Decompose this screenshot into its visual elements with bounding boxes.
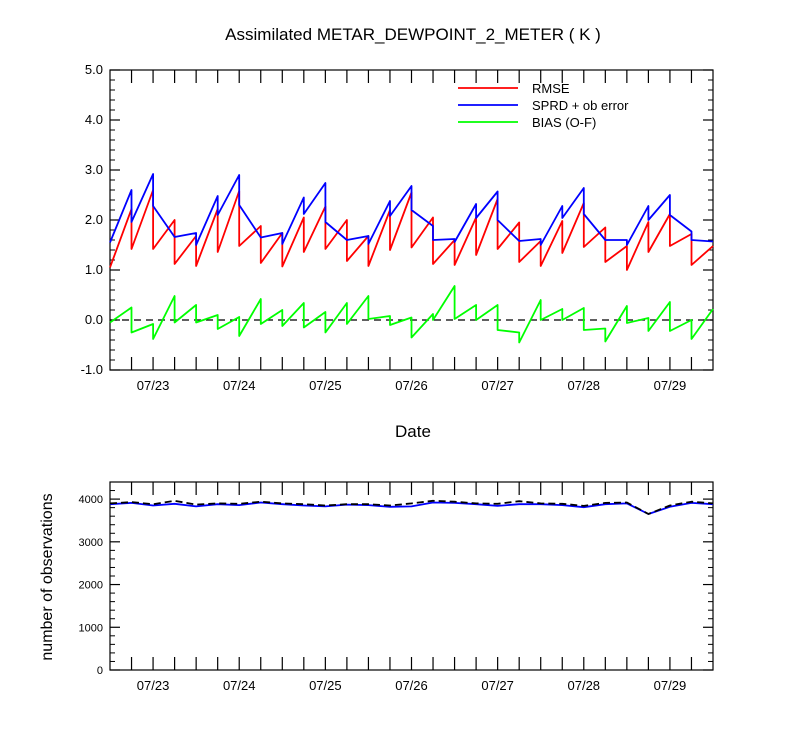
x-tick-label: 07/24 [223, 378, 256, 393]
x-tick-label: 07/25 [309, 378, 342, 393]
x-tick-label: 07/27 [481, 378, 514, 393]
x-tick-label: 07/24 [223, 678, 256, 693]
series-line-solid [109, 501, 714, 515]
x-tick-label: 07/29 [654, 378, 687, 393]
series-line-bias-o-f [109, 285, 714, 344]
x-tick-label: 07/23 [137, 378, 170, 393]
y-tick-label: 4000 [79, 494, 103, 506]
x-tick-label: 07/28 [568, 678, 601, 693]
y-tick-label: 5.0 [85, 62, 103, 77]
bottom-plot-area: 07/23 07/24 07/25 07/26 07/27 07/28 07/29 0 1000… [79, 481, 714, 693]
series-line-sprd-ob-error [109, 173, 714, 246]
x-tick-label: 07/26 [395, 678, 428, 693]
x-tick-label: 07/29 [654, 678, 687, 693]
legend-label: RMSE [532, 81, 570, 96]
series-line-dashed [109, 499, 714, 515]
y-tick-label: 2.0 [85, 212, 103, 227]
legend-label: BIAS (O-F) [532, 115, 596, 130]
x-axis-label: Date [395, 422, 431, 441]
plot-frame [109, 481, 714, 671]
x-tick-label: 07/28 [568, 378, 601, 393]
y-tick-label: 3000 [79, 537, 103, 549]
y-tick-label: 0.0 [85, 312, 103, 327]
series-line-rmse [109, 189, 714, 271]
x-tick-label: 07/25 [309, 678, 342, 693]
x-tick-label: 07/27 [481, 678, 514, 693]
y-tick-label: 4.0 [85, 112, 103, 127]
y-tick-label: -1.0 [81, 362, 103, 377]
legend-label: SPRD + ob error [532, 98, 629, 113]
x-tick-label: 07/26 [395, 378, 428, 393]
y-tick-label: 1.0 [85, 262, 103, 277]
top-plot-area: 07/23 07/24 07/25 07/26 07/27 07/28 07/29 -1.0 0… [81, 62, 714, 393]
y-axis-label-observations: number of observations [39, 493, 56, 660]
y-tick-label: 0 [97, 665, 103, 677]
y-tick-label: 2000 [79, 580, 103, 592]
x-tick-label: 07/23 [137, 678, 170, 693]
y-tick-label: 1000 [79, 622, 103, 634]
chart-title: Assimilated METAR_DEWPOINT_2_METER ( K ) [225, 25, 601, 44]
y-tick-label: 3.0 [85, 162, 103, 177]
